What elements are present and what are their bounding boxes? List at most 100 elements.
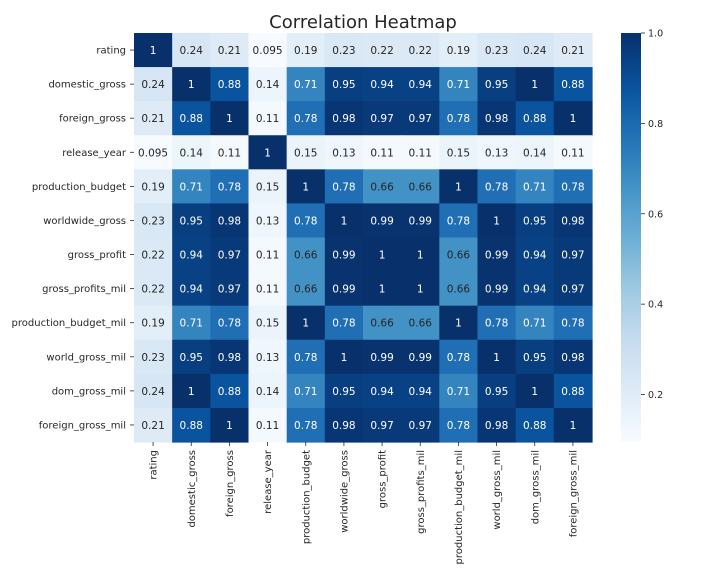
y-tick-label: foreign_gross_mil xyxy=(39,420,126,431)
cell-value-label: 0.97 xyxy=(218,284,241,296)
heatmap-cell xyxy=(553,339,593,375)
colorbar-tick-label: 0.4 xyxy=(648,300,663,311)
heatmap-cell xyxy=(439,33,479,68)
cell-value-label: 0.23 xyxy=(141,215,164,227)
heatmap-cell xyxy=(286,169,326,205)
heatmap-cell xyxy=(286,305,326,341)
heatmap-cell xyxy=(477,169,517,205)
heatmap-cell xyxy=(553,373,593,409)
cell-value-label: 0.11 xyxy=(218,147,241,159)
x-tick-label: gross_profits_mil xyxy=(416,450,427,534)
cell-value-label: 0.11 xyxy=(256,113,279,125)
heatmap-cell xyxy=(553,33,593,68)
heatmap-cell xyxy=(477,135,517,170)
cell-value-label: 0.98 xyxy=(485,420,508,432)
cell-value-label: 0.95 xyxy=(523,215,546,227)
cell-value-label: 0.66 xyxy=(409,318,433,330)
heatmap-cell xyxy=(172,203,211,239)
heatmap-cell xyxy=(439,67,479,102)
cell-value-label: 0.15 xyxy=(256,181,279,193)
cell-value-label: 0.22 xyxy=(141,250,164,262)
cell-value-label: 0.98 xyxy=(218,215,241,227)
heatmap-cell xyxy=(515,407,555,443)
cell-value-label: 0.95 xyxy=(332,79,355,91)
cell-value-label: 0.98 xyxy=(218,352,241,364)
heatmap-cell xyxy=(286,101,326,136)
cell-value-label: 0.97 xyxy=(370,113,393,125)
heatmap-cell xyxy=(134,305,173,341)
heatmap-cell xyxy=(248,305,288,341)
heatmap-cell xyxy=(172,67,211,102)
heatmap-cell xyxy=(363,101,402,136)
heatmap-cell xyxy=(286,407,326,443)
heatmap-cell xyxy=(248,135,288,170)
cell-value-label: 0.78 xyxy=(485,181,508,193)
heatmap-cell xyxy=(248,101,288,136)
heatmap-cell xyxy=(286,373,326,409)
cell-value-label: 0.78 xyxy=(294,420,317,432)
cell-value-label: 0.66 xyxy=(447,250,471,262)
heatmap-cell xyxy=(172,339,211,375)
cell-value-label: 0.66 xyxy=(447,284,471,296)
cell-value-label: 1 xyxy=(341,215,348,227)
cell-value-label: 1 xyxy=(417,284,424,296)
heatmap-cell xyxy=(210,305,250,341)
cell-value-label: 0.78 xyxy=(561,318,584,330)
cell-value-label: 0.23 xyxy=(485,45,508,57)
heatmap-cell xyxy=(324,373,364,409)
cell-value-label: 0.23 xyxy=(332,45,355,57)
cell-value-label: 0.24 xyxy=(141,386,165,398)
heatmap-cell xyxy=(363,67,402,102)
cell-value-label: 0.88 xyxy=(180,113,203,125)
colorbar-gradient xyxy=(621,33,641,442)
heatmap-cell xyxy=(515,305,555,341)
cell-value-label: 0.11 xyxy=(561,147,584,159)
cell-value-label: 1 xyxy=(493,215,500,227)
cell-value-label: 0.78 xyxy=(294,352,317,364)
y-tick-label: gross_profits_mil xyxy=(42,284,126,295)
heatmap-cell xyxy=(210,339,250,375)
heatmap-cell xyxy=(363,339,402,375)
cell-value-label: 0.95 xyxy=(332,386,355,398)
heatmap-cell xyxy=(324,237,364,273)
cell-value-label: 0.94 xyxy=(370,79,394,91)
heatmap-cell xyxy=(553,271,593,307)
cell-value-label: 0.11 xyxy=(256,250,279,262)
y-tick-labels: rating domestic_gross foreign_grossrelease… xyxy=(12,46,134,431)
heatmap-cell xyxy=(134,407,173,443)
heatmap-cell xyxy=(210,271,250,307)
cell-value-label: 0.95 xyxy=(180,352,203,364)
cell-value-label: 0.97 xyxy=(409,420,432,432)
heatmap-cell xyxy=(401,373,440,409)
cell-value-label: 0.97 xyxy=(561,250,584,262)
cell-value-label: 0.21 xyxy=(141,113,164,125)
cell-value-label: 0.94 xyxy=(523,250,547,262)
cell-value-label: 1 xyxy=(341,352,348,364)
heatmap-cell xyxy=(172,101,211,136)
heatmap-cell xyxy=(248,271,288,307)
heatmap-cell xyxy=(477,33,517,68)
cell-value-label: 0.66 xyxy=(409,181,433,193)
cell-value-label: 1 xyxy=(455,181,462,193)
cell-value-label: 0.19 xyxy=(294,45,317,57)
heatmap-cell xyxy=(477,271,517,307)
x-tick-label: foreign_gross_mil xyxy=(568,450,579,537)
cell-value-label: 0.97 xyxy=(218,250,241,262)
heatmap-cell xyxy=(286,237,326,273)
chart-title: Correlation Heatmap xyxy=(269,12,457,33)
cell-value-label: 0.88 xyxy=(523,113,546,125)
heatmap-cell xyxy=(134,237,173,273)
heatmap-cell xyxy=(134,339,173,375)
heatmap-cell xyxy=(477,407,517,443)
cell-value-label: 0.78 xyxy=(447,215,470,227)
heatmap-cell xyxy=(363,407,402,443)
cell-value-label: 1 xyxy=(226,420,233,432)
cell-value-label: 1 xyxy=(570,113,577,125)
heatmap-cell xyxy=(134,373,173,409)
colorbar: 0.2 0.4 0.6 0.8 1.0 xyxy=(621,29,663,442)
heatmap-cell xyxy=(477,305,517,341)
x-tick-label: rating xyxy=(149,450,160,480)
x-tick-label: release_year xyxy=(263,449,274,514)
heatmap-cell xyxy=(324,67,364,102)
cell-value-label: 0.78 xyxy=(332,318,355,330)
